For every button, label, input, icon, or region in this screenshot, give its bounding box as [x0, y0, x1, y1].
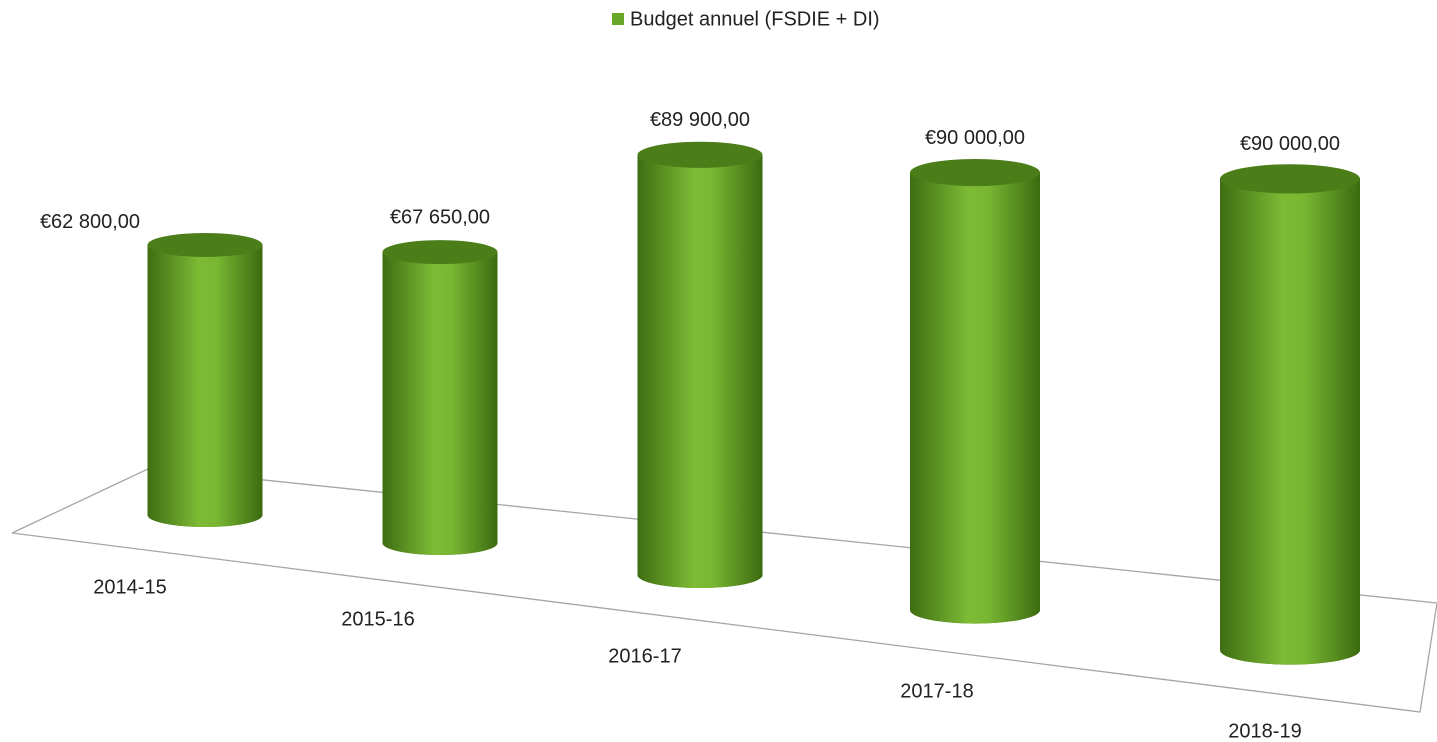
bar — [637, 154, 763, 575]
cylinder — [637, 141, 763, 589]
cylinder-bottom — [637, 561, 763, 589]
cylinder-top — [910, 158, 1040, 187]
cylinder-bottom — [382, 531, 498, 555]
legend-label: Budget annuel (FSDIE + DI) — [630, 8, 880, 30]
cylinder-top — [1220, 164, 1360, 194]
cylinder-bottom — [147, 503, 263, 527]
data-label: €62 800,00 — [40, 211, 140, 233]
data-label: €90 000,00 — [925, 127, 1025, 149]
cylinder — [910, 158, 1040, 624]
cylinder-bottom — [1220, 635, 1360, 665]
x-tick-label: 2015-16 — [341, 608, 414, 630]
cylinder — [147, 232, 263, 527]
cylinder-top — [382, 240, 498, 265]
bar — [147, 244, 263, 515]
cylinder — [1220, 164, 1360, 665]
bar — [1220, 178, 1360, 650]
x-tick-label: 2017-18 — [900, 680, 973, 702]
x-tick-label: 2016-17 — [608, 645, 681, 667]
cylinder-bottom — [910, 596, 1040, 624]
data-label: €89 900,00 — [650, 109, 750, 131]
cylinder-top — [637, 141, 763, 168]
cylinder-top — [147, 232, 263, 257]
x-tick-label: 2018-19 — [1228, 720, 1301, 742]
x-tick-label: 2014-15 — [93, 576, 166, 598]
legend-swatch — [612, 13, 624, 25]
cylinder — [382, 240, 498, 555]
bar — [910, 172, 1040, 611]
data-label: €67 650,00 — [390, 206, 490, 228]
bar — [382, 252, 498, 544]
data-label: €90 000,00 — [1240, 133, 1340, 155]
